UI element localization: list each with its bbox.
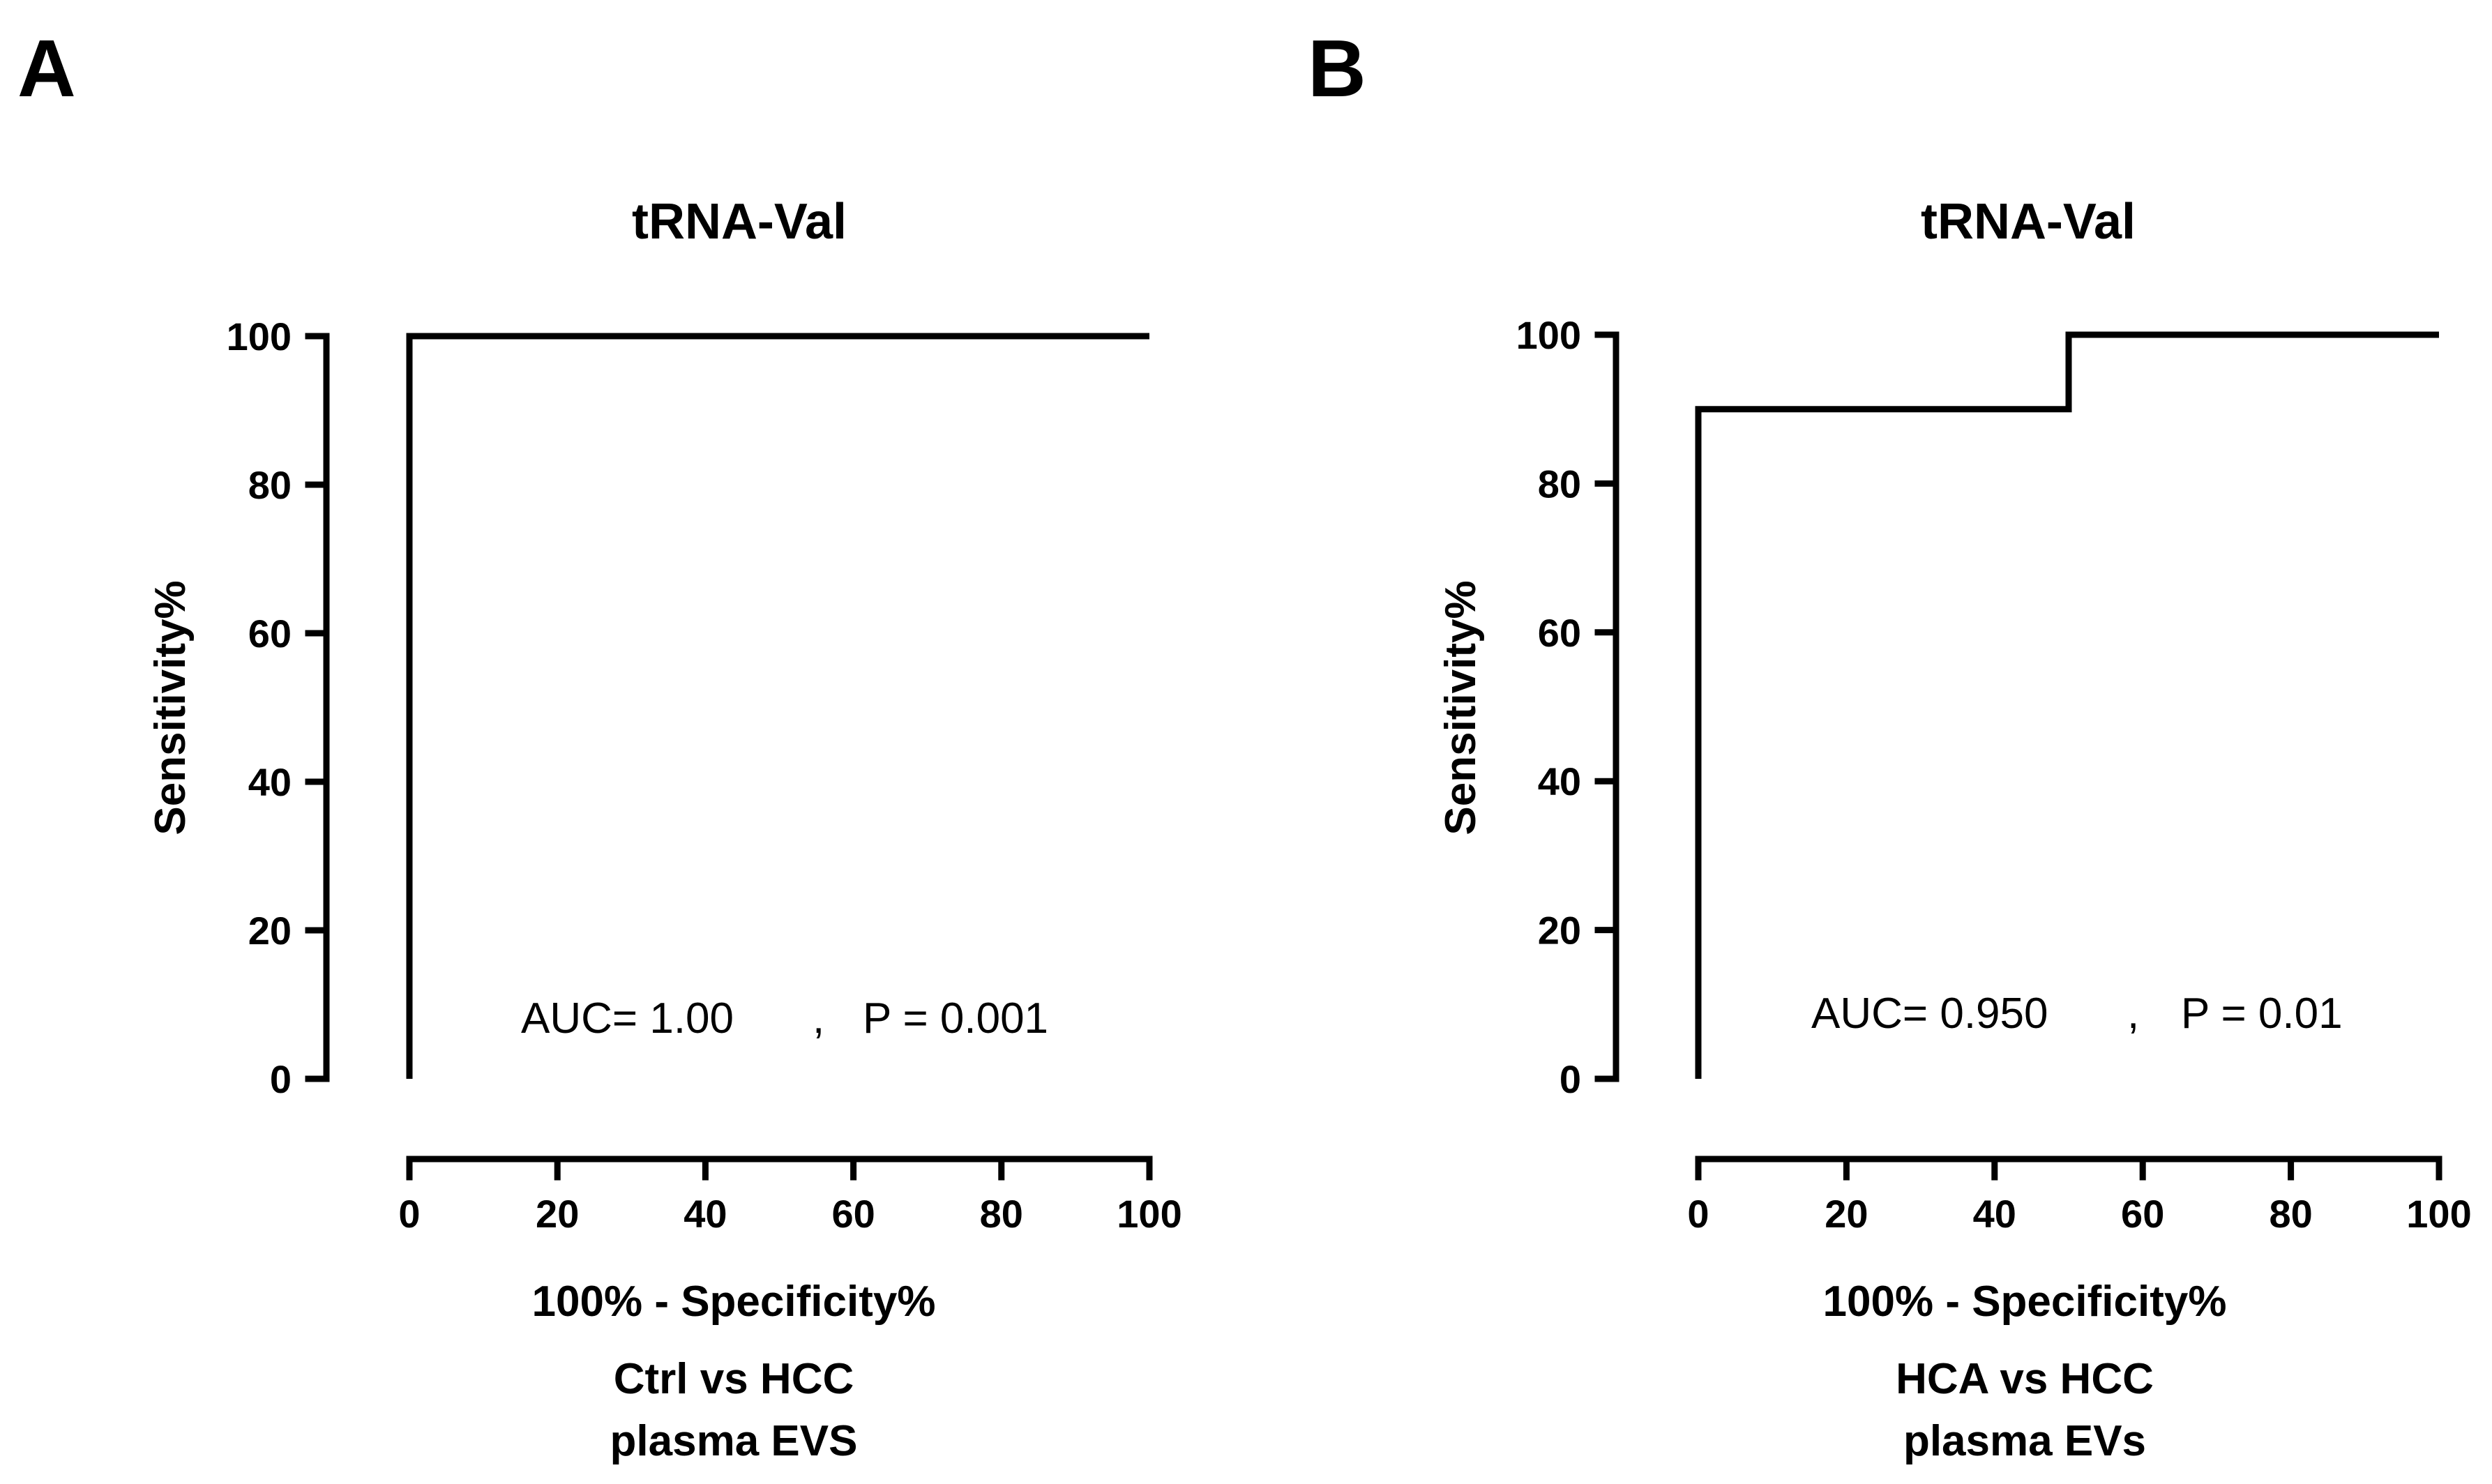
panel-a-subtitle-line-2: plasma EVS xyxy=(610,1417,858,1465)
panel-a-x-axis: 0 20 40 60 80 100 xyxy=(398,1156,1182,1236)
panel-b-y-tick-label-20: 20 xyxy=(1538,909,1581,953)
panel-a-y-ticks: 0 20 40 60 80 100 xyxy=(227,315,330,1101)
panel-b-x-tick-label-100: 100 xyxy=(2406,1192,2471,1236)
panel-b-x-tick-label-0: 0 xyxy=(1687,1192,1709,1236)
panel-b-roc-curve xyxy=(1695,331,2439,1079)
panel-a-y-tick-label-100: 100 xyxy=(227,315,292,358)
panel-b-x-tick-label-20: 20 xyxy=(1825,1192,1868,1236)
panel-b-y-axis: 0 20 40 60 80 100 xyxy=(1516,313,1619,1101)
panel-a-x-tick-label-100: 100 xyxy=(1117,1192,1181,1236)
panel-b-annotation-separator: , xyxy=(2127,990,2139,1038)
panel-b: B tRNA-Val 0 20 40 60 80 100 0 20 40 60 80 100 Sen… xyxy=(1308,23,2472,1465)
panel-b-subtitle-line-1: HCA vs HCC xyxy=(1896,1355,2154,1403)
panel-a-y-axis-label: Sensitivity% xyxy=(146,580,195,835)
panel-b-x-tick-label-80: 80 xyxy=(2269,1192,2312,1236)
panel-b-x-axis: 0 20 40 60 80 100 xyxy=(1687,1156,2472,1236)
panel-a-auc-text: AUC= 1.00 xyxy=(521,994,734,1043)
panel-a-x-ticks: 0 20 40 60 80 100 xyxy=(398,1156,1182,1236)
panel-a-roc-curve xyxy=(406,333,1149,1079)
panel-b-x-axis-label: 100% - Specificity% xyxy=(1823,1278,2227,1326)
panel-b-y-tick-label-0: 0 xyxy=(1560,1057,1581,1101)
panel-a-annotation-separator: , xyxy=(813,994,824,1043)
panel-b-y-axis-label: Sensitivity% xyxy=(1437,580,1485,835)
panel-a-x-tick-label-20: 20 xyxy=(536,1192,579,1236)
panel-a-y-tick-label-20: 20 xyxy=(248,909,292,953)
panel-b-letter: B xyxy=(1308,23,1366,114)
panel-b-x-ticks: 0 20 40 60 80 100 xyxy=(1687,1156,2472,1236)
panel-b-auc-text: AUC= 0.950 xyxy=(1811,990,2048,1038)
panel-a-letter: A xyxy=(17,23,76,114)
panel-a-p-value-text: P = 0.001 xyxy=(863,994,1048,1043)
panel-b-title: tRNA-Val xyxy=(1921,194,2136,250)
panel-a-y-tick-label-40: 40 xyxy=(248,760,292,804)
panel-a-y-tick-label-60: 60 xyxy=(248,612,292,656)
panel-a-x-tick-label-80: 80 xyxy=(980,1192,1023,1236)
panel-a-x-tick-label-40: 40 xyxy=(684,1192,727,1236)
panel-b-y-tick-label-100: 100 xyxy=(1516,313,1581,357)
panel-b-y-tick-label-40: 40 xyxy=(1538,759,1581,803)
panel-a-subtitle-line-1: Ctrl vs HCC xyxy=(614,1355,854,1403)
panel-b-x-tick-label-60: 60 xyxy=(2121,1192,2164,1236)
panel-b-y-tick-label-60: 60 xyxy=(1538,611,1581,655)
panel-a-x-axis-label: 100% - Specificity% xyxy=(532,1278,936,1326)
panel-a-y-tick-label-0: 0 xyxy=(270,1057,292,1101)
panel-b-subtitle-line-2: plasma EVs xyxy=(1903,1417,2146,1465)
panel-b-x-tick-label-40: 40 xyxy=(1973,1192,2016,1236)
panel-a-x-tick-label-60: 60 xyxy=(831,1192,875,1236)
panel-b-p-value-text: P = 0.01 xyxy=(2181,990,2343,1038)
panel-a-y-tick-label-80: 80 xyxy=(248,463,292,507)
panel-a-x-tick-label-0: 0 xyxy=(398,1192,420,1236)
panel-b-y-tick-label-80: 80 xyxy=(1538,462,1581,506)
panel-b-y-ticks: 0 20 40 60 80 100 xyxy=(1516,313,1619,1101)
panel-a-y-axis: 0 20 40 60 80 100 xyxy=(227,315,330,1101)
panel-a-title: tRNA-Val xyxy=(632,194,847,250)
panel-a: A tRNA-Val 0 20 40 60 80 100 0 20 40 60 80 100 Sen… xyxy=(17,23,1182,1465)
